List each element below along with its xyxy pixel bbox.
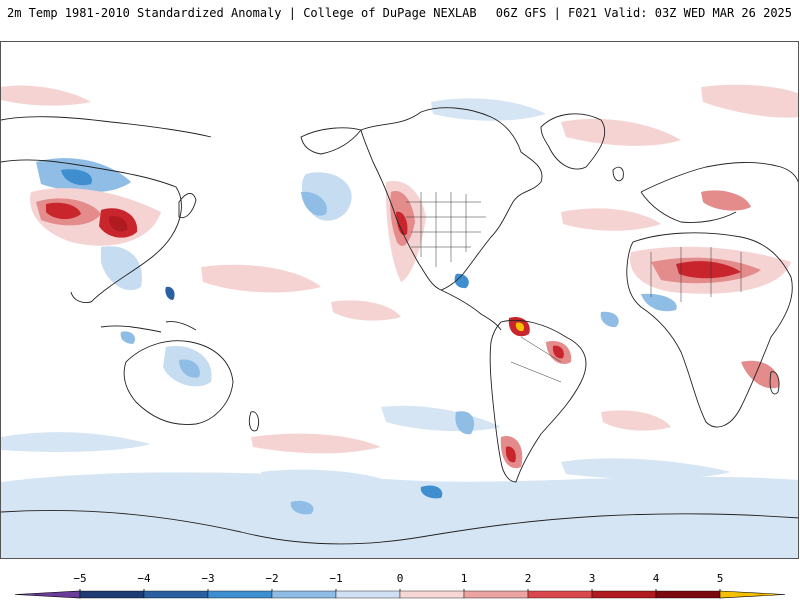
- colorbar-tick-label: −1: [329, 572, 343, 585]
- map-canvas: [1, 84, 798, 558]
- colorbar-bin: [591, 590, 657, 599]
- cold-field: [561, 458, 731, 479]
- cold-field: [1, 432, 151, 452]
- cold-field: [454, 273, 469, 289]
- colorbar-bin: [79, 590, 145, 599]
- colorbar-tick-label: −4: [137, 572, 151, 585]
- colorbar-bin: [143, 590, 209, 599]
- colorbar-tick-label: 2: [524, 572, 532, 585]
- europe-outline: [640, 162, 798, 223]
- warm-field: [109, 216, 128, 232]
- cold-field: [101, 246, 142, 291]
- africa-outline: [626, 232, 793, 428]
- colorbar-bin: [207, 590, 273, 599]
- north-america-outline: [360, 107, 543, 291]
- colorbar-tick-label: −3: [201, 572, 215, 585]
- colorbar-tick-label: −2: [265, 572, 279, 585]
- anomaly-fields: [1, 84, 798, 558]
- indonesia-outline: [100, 321, 197, 333]
- warm-field: [331, 300, 401, 321]
- warm-field: [601, 410, 671, 431]
- warm-field: [515, 322, 525, 332]
- cold-field: [179, 359, 200, 378]
- new-zealand-outline: [248, 411, 260, 432]
- cold-field: [600, 311, 619, 328]
- warm-field: [505, 446, 516, 463]
- cold-field: [455, 411, 475, 435]
- colorbar-bin: [655, 590, 721, 599]
- colorbar-bin: [335, 590, 401, 599]
- cold-field: [381, 405, 501, 432]
- warm-field: [201, 264, 321, 293]
- cold-field: [120, 331, 136, 344]
- warm-field: [251, 433, 381, 454]
- asia-north-outline: [1, 116, 212, 138]
- cold-field: [641, 293, 677, 312]
- anomaly-map: [0, 41, 799, 559]
- model-run-label: 06Z GFS | F021 Valid: 03Z WED MAR 26 202…: [495, 6, 792, 20]
- alaska-outline: [300, 127, 362, 155]
- cold-field: [301, 191, 327, 216]
- cold-field: [431, 98, 546, 121]
- map-title: 2m Temp 1981-2010 Standardized Anomaly |…: [7, 6, 477, 20]
- colorbar-tick-label: 0: [396, 572, 404, 585]
- warm-field: [46, 202, 81, 220]
- cold-field: [1, 472, 798, 558]
- colorbar-bin: [527, 590, 593, 599]
- greenland-outline: [540, 113, 606, 170]
- colorbar-tick-label: 3: [588, 572, 596, 585]
- colorbar-tick-label: −5: [73, 572, 87, 585]
- cold-field: [61, 169, 92, 186]
- japan-outline: [178, 193, 197, 219]
- coastlines: [1, 107, 798, 545]
- south-america-outline: [489, 319, 587, 483]
- colorbar-tick-label: 1: [460, 572, 468, 585]
- central-america-outline: [440, 289, 502, 331]
- cold-field: [165, 286, 175, 300]
- colorbar-bin: [463, 590, 529, 599]
- political-borders: [406, 192, 742, 383]
- colorbar-under-arrow: [14, 590, 81, 599]
- antarctica-outline: [1, 509, 798, 545]
- asia-outline: [1, 159, 182, 303]
- warm-field: [701, 190, 751, 211]
- warm-field: [396, 211, 408, 236]
- warm-field: [561, 118, 681, 146]
- warm-field: [701, 84, 798, 118]
- colorbar-bin: [399, 590, 465, 599]
- cold-field: [420, 485, 443, 499]
- colorbar-over-arrow: [719, 590, 786, 599]
- warm-field: [561, 208, 661, 231]
- cold-field: [261, 469, 391, 488]
- australia-outline: [123, 340, 234, 425]
- colorbar-tick-label: 5: [716, 572, 724, 585]
- uk-outline: [612, 166, 624, 182]
- warm-field: [552, 345, 564, 359]
- cold-field: [290, 500, 314, 515]
- madagascar-outline: [769, 371, 780, 395]
- colorbar-strip: [14, 589, 786, 599]
- colorbar-bin: [271, 590, 337, 599]
- colorbar: −5 −4 −3 −2 −1 0 1 2 3 4 5: [0, 572, 800, 600]
- colorbar-tick-label: 4: [652, 572, 660, 585]
- warm-field: [676, 261, 741, 279]
- warm-field: [1, 85, 91, 106]
